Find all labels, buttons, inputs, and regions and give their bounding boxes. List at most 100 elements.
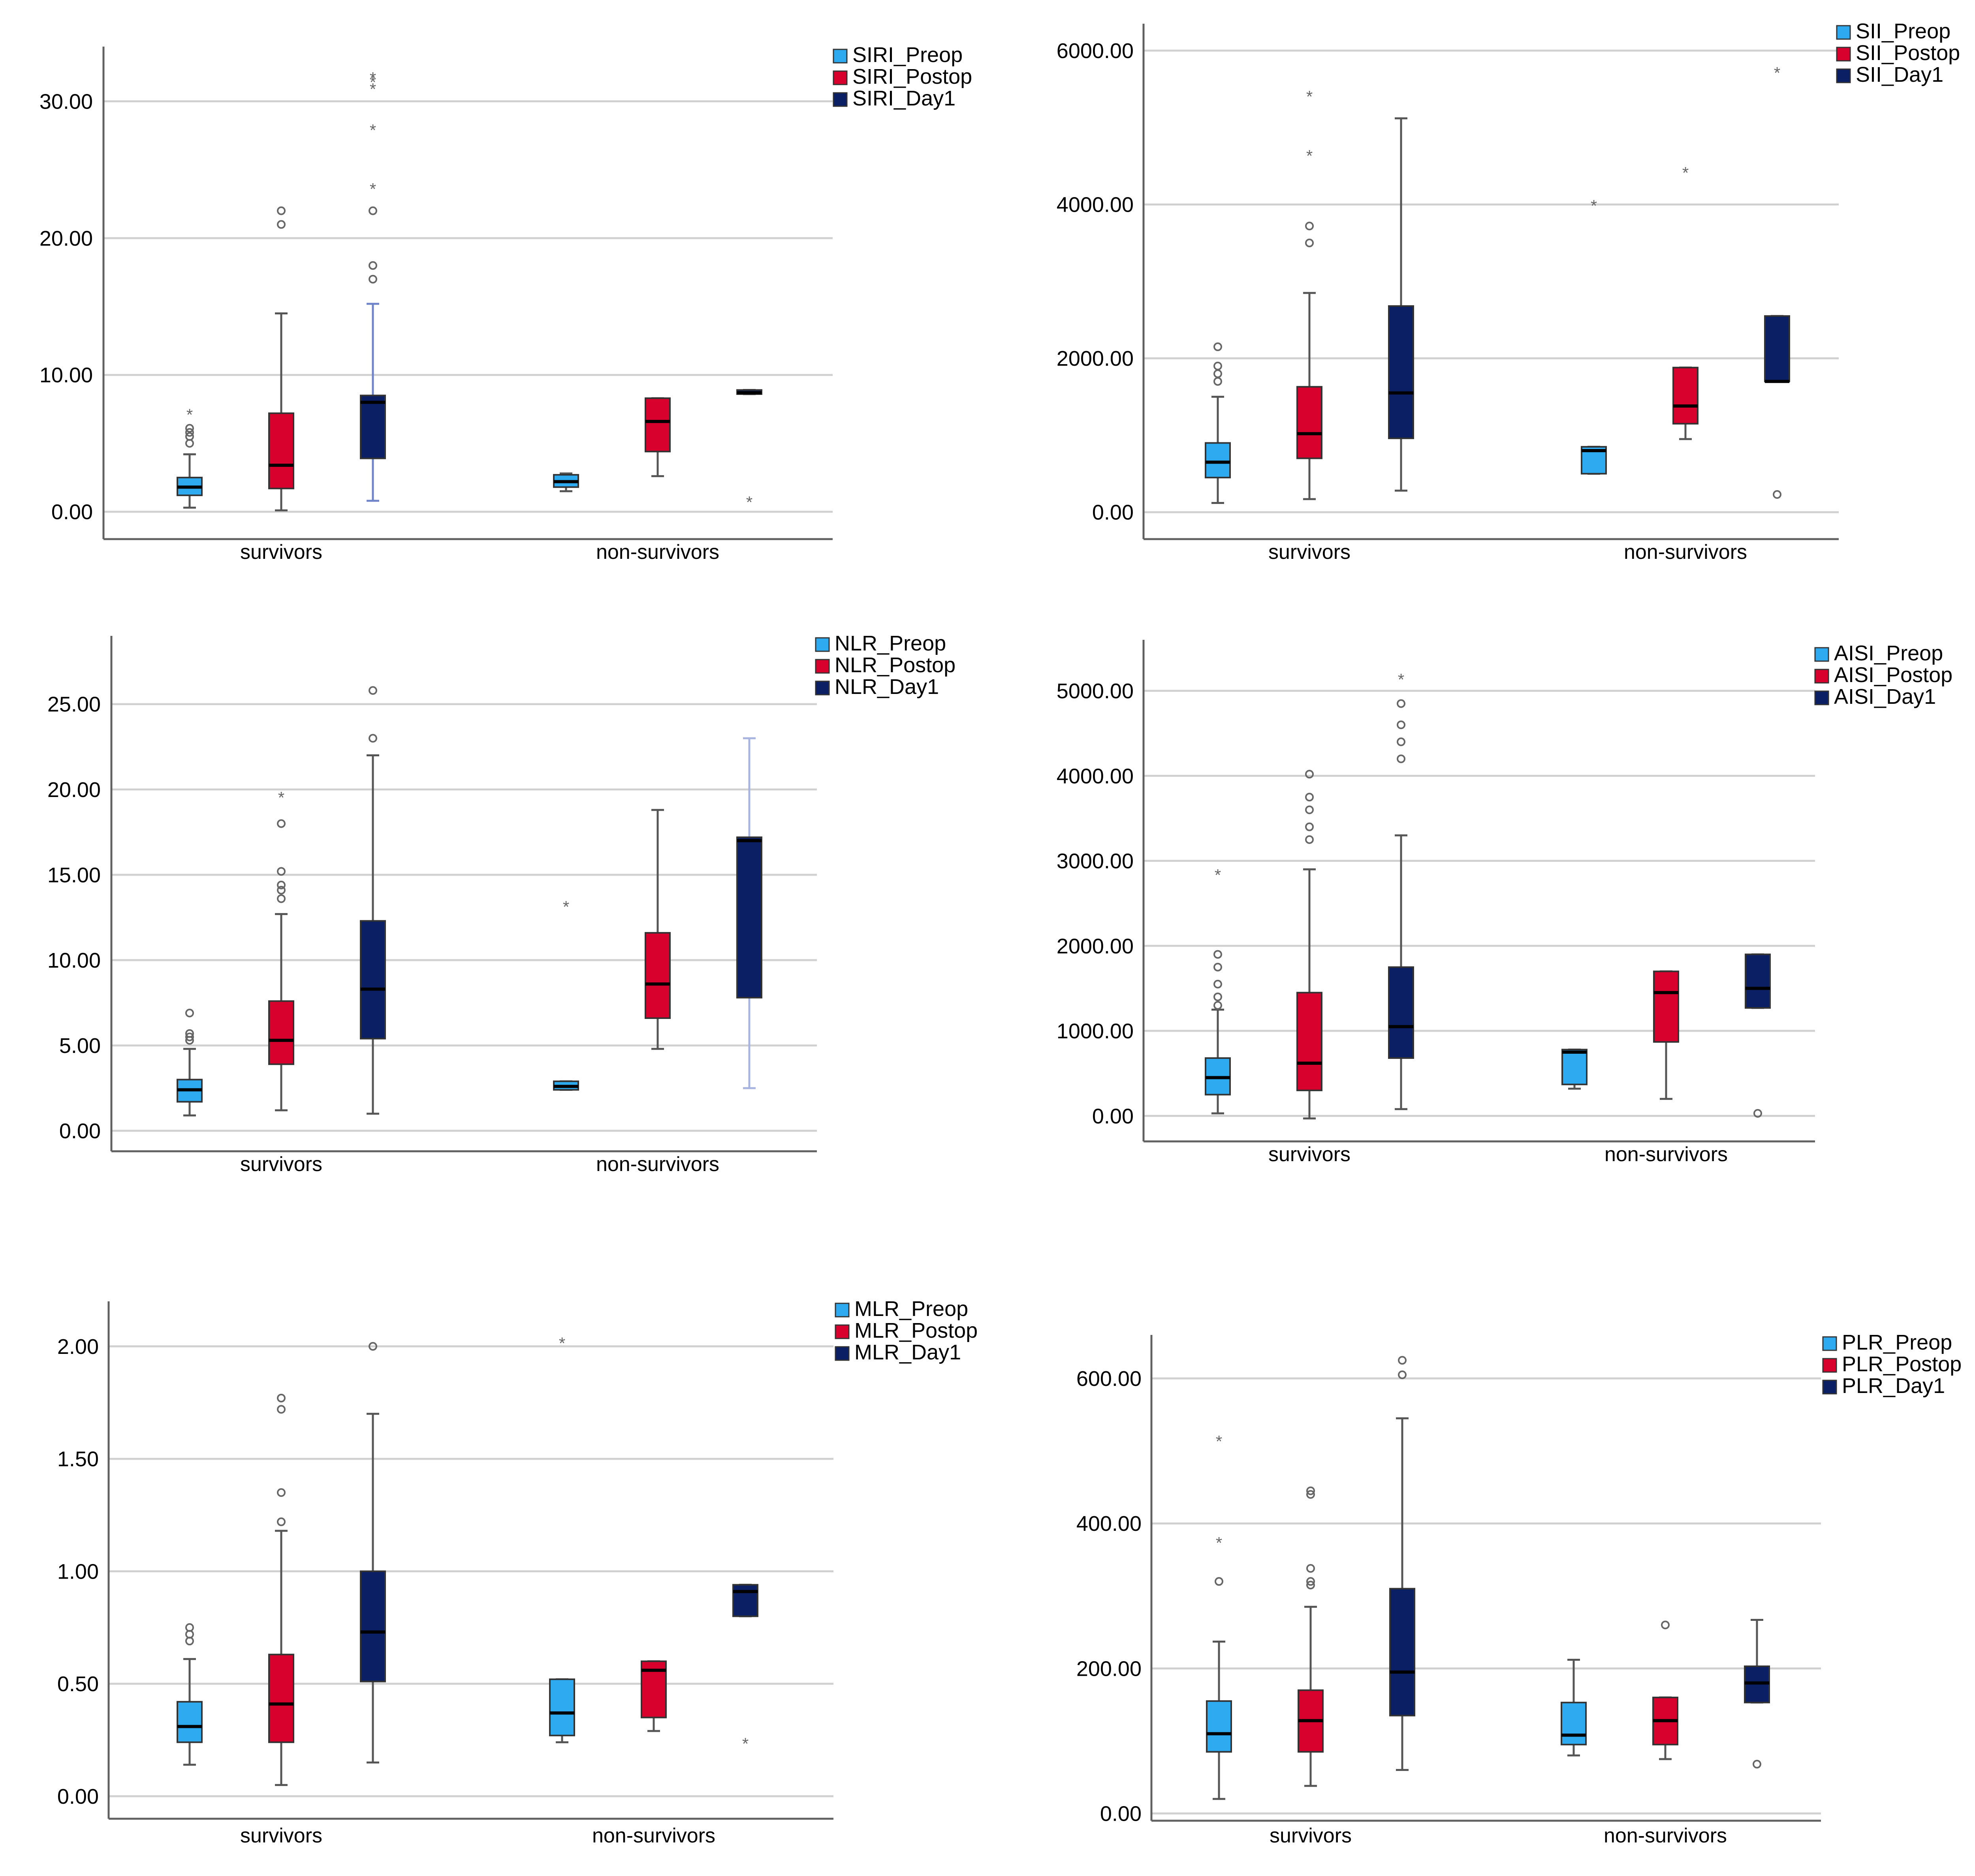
outlier-point bbox=[369, 274, 377, 284]
legend-swatch-day1 bbox=[1836, 68, 1851, 83]
y-tick-label: 30.00 bbox=[40, 90, 93, 113]
legend-swatch-day1 bbox=[1814, 690, 1829, 705]
outlier-point bbox=[277, 220, 286, 229]
extreme-point: * bbox=[370, 121, 376, 139]
box-plot-panel-2: 0.00 2000.00 4000.00 6000.00 survivors non-su… bbox=[1057, 19, 1960, 564]
box-postop-non-survivors bbox=[641, 1660, 667, 1732]
legend-label: SIRI_Postop bbox=[852, 65, 972, 88]
x-category-label: non-survivors bbox=[592, 1824, 715, 1847]
box-day1-non-survivors: * bbox=[1764, 64, 1790, 499]
y-tick-label: 4000.00 bbox=[1057, 764, 1134, 788]
extreme-point: * bbox=[370, 180, 376, 198]
legend-swatch-day1 bbox=[815, 680, 830, 696]
box-preop-survivors: ** bbox=[1206, 1432, 1232, 1800]
y-tick-label: 1.50 bbox=[57, 1447, 99, 1471]
legend-swatch-preop bbox=[1836, 25, 1851, 40]
extreme-point: * bbox=[370, 80, 376, 98]
legend-label: AISI_Day1 bbox=[1834, 685, 1936, 709]
outlier-point bbox=[1213, 1001, 1222, 1010]
outlier-point bbox=[1306, 1564, 1315, 1573]
outlier-point bbox=[1213, 950, 1222, 959]
x-category-label: non-survivors bbox=[596, 1153, 719, 1176]
box-plot-panel-6: 0.00 200.00 400.00 600.00 survivors non-survi… bbox=[1076, 1331, 1962, 1847]
box-postop-survivors: ** bbox=[1296, 87, 1322, 500]
y-tick-label: 6000.00 bbox=[1057, 39, 1134, 63]
legend-label: SII_Postop bbox=[1856, 41, 1960, 65]
box-day1-non-survivors bbox=[736, 737, 762, 1089]
extreme-point: * bbox=[278, 788, 284, 807]
extreme-point: * bbox=[1682, 164, 1689, 182]
box-preop-non-survivors bbox=[553, 472, 579, 492]
outlier-point bbox=[1398, 1356, 1407, 1365]
extreme-point: * bbox=[1591, 197, 1597, 215]
box-plot-panel-3: 0.00 5.00 10.00 15.00 20.00 25.00 survivors non… bbox=[47, 632, 956, 1176]
box-preop-non-survivors bbox=[1561, 1049, 1588, 1090]
outlier-point bbox=[1213, 377, 1222, 386]
y-tick-label: 20.00 bbox=[47, 778, 101, 802]
legend-label: SIRI_Day1 bbox=[852, 86, 956, 110]
box-preop-non-survivors: * bbox=[553, 898, 579, 1091]
legend-label: PLR_Preop bbox=[1842, 1331, 1952, 1354]
legend-swatch-postop bbox=[1836, 47, 1851, 62]
outlier-point bbox=[1213, 361, 1222, 370]
legend-label: AISI_Preop bbox=[1834, 641, 1943, 665]
box-postop-survivors bbox=[268, 206, 294, 511]
box-postop-survivors bbox=[1298, 1486, 1324, 1787]
box-iqr bbox=[1205, 442, 1231, 479]
box-preop-survivors: * bbox=[177, 405, 203, 509]
legend-swatch-preop bbox=[1822, 1336, 1837, 1351]
outlier-point bbox=[1397, 754, 1405, 763]
outlier-point bbox=[185, 1032, 194, 1041]
y-tick-label: 4000.00 bbox=[1057, 193, 1134, 217]
box-iqr bbox=[645, 932, 671, 1019]
outlier-point bbox=[277, 1517, 286, 1526]
legend-swatch-postop bbox=[1814, 669, 1829, 684]
outlier-point bbox=[1213, 979, 1222, 989]
box-iqr bbox=[1206, 1700, 1232, 1753]
legend-label: SII_Preop bbox=[1856, 19, 1951, 43]
y-tick-label: 15.00 bbox=[47, 863, 101, 887]
box-plot-panel-5: 0.00 0.50 1.00 1.50 2.00 survivors non-survivo… bbox=[57, 1297, 978, 1847]
x-category-label: non-survivors bbox=[596, 541, 719, 564]
outlier-point bbox=[369, 261, 377, 270]
extreme-point: * bbox=[746, 493, 752, 511]
outlier-point bbox=[1773, 490, 1781, 499]
outlier-point bbox=[277, 1393, 286, 1402]
box-preop-survivors bbox=[177, 1623, 203, 1766]
x-category-label: non-survivors bbox=[1624, 541, 1747, 564]
outlier-point bbox=[1753, 1109, 1762, 1118]
legend-swatch-postop bbox=[1822, 1358, 1837, 1373]
y-tick-label: 0.00 bbox=[1092, 1104, 1134, 1128]
x-category-label: survivors bbox=[1268, 1143, 1351, 1166]
box-plot-panel-1: 0.00 10.00 20.00 30.00 survivors non-survivor… bbox=[40, 43, 972, 564]
box-iqr bbox=[732, 1584, 758, 1617]
extreme-point: * bbox=[1216, 1534, 1222, 1552]
legend-label: AISI_Postop bbox=[1834, 663, 1952, 687]
extreme-point: * bbox=[1306, 87, 1313, 106]
outlier-point bbox=[369, 686, 377, 695]
box-iqr bbox=[1388, 966, 1414, 1059]
box-postop-non-survivors: * bbox=[1672, 164, 1698, 440]
x-category-label: survivors bbox=[1270, 1824, 1352, 1847]
box-postop-non-survivors bbox=[645, 809, 671, 1050]
box-preop-non-survivors: * bbox=[549, 1334, 575, 1743]
box-iqr bbox=[177, 1701, 203, 1743]
box-iqr bbox=[1561, 1049, 1588, 1085]
box-iqr bbox=[360, 395, 386, 459]
box-iqr bbox=[736, 836, 762, 999]
legend-swatch-day1 bbox=[833, 92, 848, 107]
legend-swatch-postop bbox=[833, 70, 848, 85]
box-iqr bbox=[1296, 386, 1322, 459]
legend-label: NLR_Postop bbox=[835, 653, 956, 677]
y-tick-label: 25.00 bbox=[47, 693, 101, 716]
box-iqr bbox=[1653, 970, 1679, 1043]
y-tick-label: 1.00 bbox=[57, 1560, 99, 1583]
box-iqr bbox=[268, 1654, 294, 1743]
outlier-point bbox=[1305, 239, 1314, 248]
outlier-point bbox=[185, 432, 194, 441]
outlier-point bbox=[1305, 770, 1314, 779]
outlier-point bbox=[1213, 962, 1222, 972]
